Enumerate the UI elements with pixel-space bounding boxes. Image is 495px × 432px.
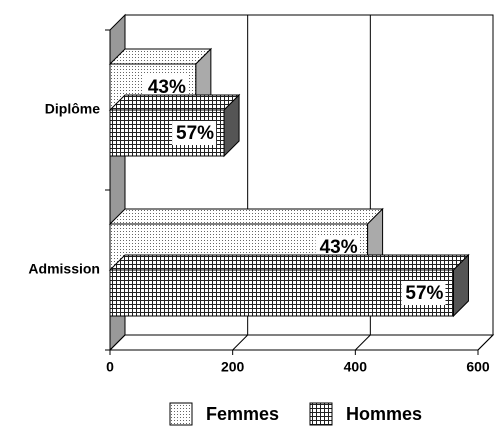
bar-front	[109, 269, 454, 317]
value-label-box	[401, 281, 446, 305]
x-tick-label: 400	[344, 359, 368, 375]
value-label: 43%	[148, 77, 186, 98]
value-label: 57%	[176, 123, 214, 144]
x-tick-label: 200	[221, 359, 245, 375]
bar-top	[108, 94, 241, 111]
legend-swatch	[169, 402, 193, 426]
floor-line	[232, 334, 249, 351]
bar-top	[108, 48, 213, 65]
legend-label: Hommes	[346, 404, 422, 424]
bar-top	[108, 208, 384, 225]
floor	[108, 334, 495, 351]
bar-side	[223, 93, 240, 158]
floor-line	[477, 334, 494, 351]
y-tick-label: Diplôme	[45, 101, 100, 117]
bar	[108, 253, 470, 318]
legend-label: Femmes	[206, 404, 279, 424]
value-label: 43%	[320, 237, 358, 258]
value-label-box	[172, 121, 217, 145]
floor-line	[354, 334, 371, 351]
bar-top	[108, 254, 470, 271]
bar-side	[452, 253, 469, 318]
legend-swatch	[309, 402, 333, 426]
x-tick-label: 0	[106, 359, 114, 375]
floor-line	[109, 334, 126, 351]
x-tick-label: 600	[466, 359, 490, 375]
value-label: 57%	[405, 283, 443, 304]
y-tick-label: Admission	[28, 261, 100, 277]
